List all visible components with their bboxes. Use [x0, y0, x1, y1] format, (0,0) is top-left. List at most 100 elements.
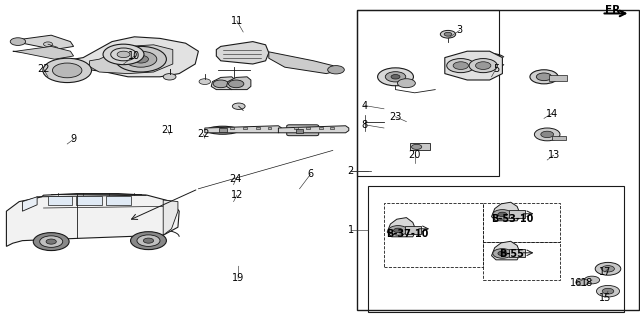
Circle shape — [536, 73, 552, 81]
Circle shape — [493, 210, 512, 219]
Text: 17: 17 — [598, 267, 611, 277]
Circle shape — [52, 63, 82, 78]
Circle shape — [493, 249, 512, 258]
Text: 9: 9 — [70, 134, 77, 144]
Circle shape — [453, 62, 468, 69]
Circle shape — [469, 59, 497, 73]
Circle shape — [534, 128, 560, 141]
Circle shape — [530, 70, 558, 84]
Text: 2: 2 — [348, 166, 354, 176]
Polygon shape — [90, 45, 173, 74]
Circle shape — [228, 80, 244, 88]
Circle shape — [163, 74, 176, 80]
Text: FR.: FR. — [605, 4, 624, 15]
Text: B-37-10: B-37-10 — [387, 228, 429, 239]
Circle shape — [412, 144, 422, 149]
Bar — [357, 10, 499, 176]
Polygon shape — [445, 51, 502, 80]
Polygon shape — [6, 194, 179, 246]
Text: 19: 19 — [232, 273, 244, 284]
Text: 22: 22 — [37, 64, 50, 74]
Bar — [410, 143, 430, 150]
Bar — [48, 196, 72, 205]
Bar — [483, 203, 560, 242]
Text: 24: 24 — [229, 174, 242, 184]
Circle shape — [40, 236, 63, 247]
Circle shape — [584, 276, 600, 284]
Circle shape — [576, 279, 589, 285]
Circle shape — [46, 239, 56, 244]
Text: 22: 22 — [197, 129, 210, 140]
Text: B-53-10: B-53-10 — [491, 214, 533, 224]
Polygon shape — [387, 218, 416, 237]
Polygon shape — [278, 126, 349, 133]
Circle shape — [498, 251, 507, 256]
Bar — [306, 127, 310, 129]
Text: 21: 21 — [161, 124, 174, 135]
Circle shape — [115, 46, 166, 72]
Bar — [552, 136, 566, 140]
Polygon shape — [216, 42, 269, 64]
Polygon shape — [13, 35, 74, 50]
Polygon shape — [163, 200, 178, 235]
Bar — [357, 10, 639, 310]
Polygon shape — [227, 77, 251, 90]
Circle shape — [10, 38, 26, 45]
Polygon shape — [269, 52, 339, 74]
Circle shape — [137, 235, 160, 246]
Bar — [230, 127, 234, 129]
Bar — [368, 186, 624, 312]
Bar — [330, 127, 334, 129]
Circle shape — [133, 55, 148, 63]
Polygon shape — [22, 197, 37, 211]
Polygon shape — [211, 77, 236, 90]
Text: 18: 18 — [581, 278, 594, 288]
Polygon shape — [492, 241, 520, 260]
Text: B-55: B-55 — [500, 249, 524, 260]
Circle shape — [444, 32, 452, 36]
Text: 3: 3 — [456, 25, 463, 36]
Text: 11: 11 — [230, 16, 243, 26]
Bar — [483, 242, 560, 280]
Ellipse shape — [207, 126, 239, 134]
Circle shape — [213, 80, 228, 88]
Bar — [256, 127, 260, 129]
Text: 16: 16 — [570, 278, 582, 288]
Polygon shape — [74, 37, 198, 77]
Circle shape — [596, 285, 620, 297]
Text: 15: 15 — [598, 292, 611, 303]
Circle shape — [476, 62, 491, 69]
Circle shape — [388, 226, 408, 235]
Circle shape — [131, 232, 166, 250]
Text: 20: 20 — [408, 150, 421, 160]
Bar — [319, 127, 323, 129]
Text: 6: 6 — [307, 169, 314, 180]
Circle shape — [44, 42, 52, 46]
Circle shape — [385, 72, 406, 82]
Circle shape — [103, 44, 144, 65]
Text: 4: 4 — [362, 100, 368, 111]
Polygon shape — [492, 202, 520, 221]
Bar — [106, 196, 131, 205]
Bar — [384, 203, 483, 267]
Circle shape — [602, 288, 614, 294]
Text: 23: 23 — [389, 112, 402, 122]
Polygon shape — [13, 46, 74, 59]
Bar — [296, 129, 303, 133]
Circle shape — [447, 59, 475, 73]
Bar — [268, 127, 271, 129]
Circle shape — [125, 51, 157, 67]
Text: 8: 8 — [362, 120, 368, 130]
Bar — [509, 210, 525, 218]
Bar — [509, 249, 525, 257]
Circle shape — [328, 66, 344, 74]
Circle shape — [391, 75, 400, 79]
Text: 14: 14 — [545, 108, 558, 119]
Circle shape — [541, 131, 554, 138]
Text: 13: 13 — [547, 150, 560, 160]
Circle shape — [440, 30, 456, 38]
Polygon shape — [205, 126, 282, 133]
Circle shape — [394, 228, 403, 233]
Bar — [243, 127, 247, 129]
Bar — [294, 127, 298, 129]
